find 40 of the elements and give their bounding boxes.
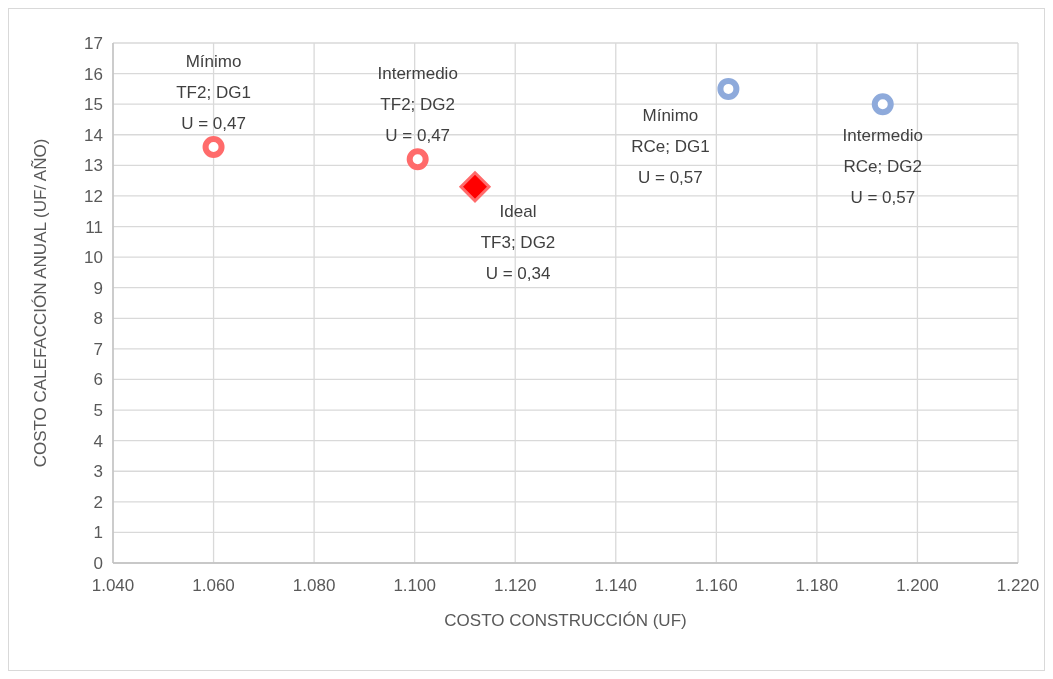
x-tick-label: 1.220 <box>996 576 1040 595</box>
x-tick-label: 1.120 <box>493 576 537 595</box>
x-tick-label: 1.060 <box>192 576 235 595</box>
y-tick-label: 3 <box>93 462 103 482</box>
y-tick-label: 17 <box>84 34 103 53</box>
annotation: Intermedio RCe; DG2 U = 0,57 <box>842 126 923 208</box>
y-tick-label: 12 <box>84 186 103 206</box>
x-tick-label: 1.160 <box>695 576 738 595</box>
x-axis-title: COSTO CONSTRUCCIÓN (UF) <box>444 611 687 630</box>
x-tick-label: 1.140 <box>594 576 638 595</box>
x-tick-label: 1.100 <box>393 576 436 595</box>
y-tick-label: 5 <box>93 401 103 421</box>
y-tick-label: 7 <box>93 339 103 359</box>
y-tick-label: 6 <box>93 370 103 390</box>
y-tick-label: 15 <box>84 95 103 115</box>
x-tick-label: 1.180 <box>795 576 839 595</box>
x-tick-label: 1.200 <box>896 576 939 595</box>
y-tick-label: 9 <box>93 278 103 298</box>
y-tick-label: 2 <box>93 492 103 512</box>
point <box>459 171 491 203</box>
y-tick-label: 8 <box>93 309 103 329</box>
point <box>202 136 225 158</box>
y-tick-label: 0 <box>93 554 103 573</box>
y-tick-label: 1 <box>93 523 103 543</box>
y-tick-label: 14 <box>84 125 103 145</box>
y-tick-label: 10 <box>84 248 103 268</box>
y-axis-title: COSTO CALEFACCIÓN ANUAL (UF/ AÑO) <box>31 138 50 468</box>
x-tick-label: 1.080 <box>292 576 336 595</box>
point <box>406 148 429 171</box>
y-tick-label: 16 <box>84 64 103 84</box>
y-tick-label: 13 <box>84 156 103 176</box>
point <box>871 93 894 116</box>
annotation: Mínimo TF2; DG1 U = 0,47 <box>176 52 251 133</box>
annotation: Mínimo RCe; DG1 U = 0,57 <box>631 105 710 187</box>
point <box>717 77 740 100</box>
y-tick-label: 11 <box>85 217 103 237</box>
annotation: Ideal TF3; DG2 U = 0,34 <box>480 201 556 283</box>
annotation: Intermedio TF2; DG2 U = 0,47 <box>377 64 458 146</box>
y-tick-label: 4 <box>93 431 103 451</box>
x-tick-label: 1.040 <box>91 576 135 595</box>
